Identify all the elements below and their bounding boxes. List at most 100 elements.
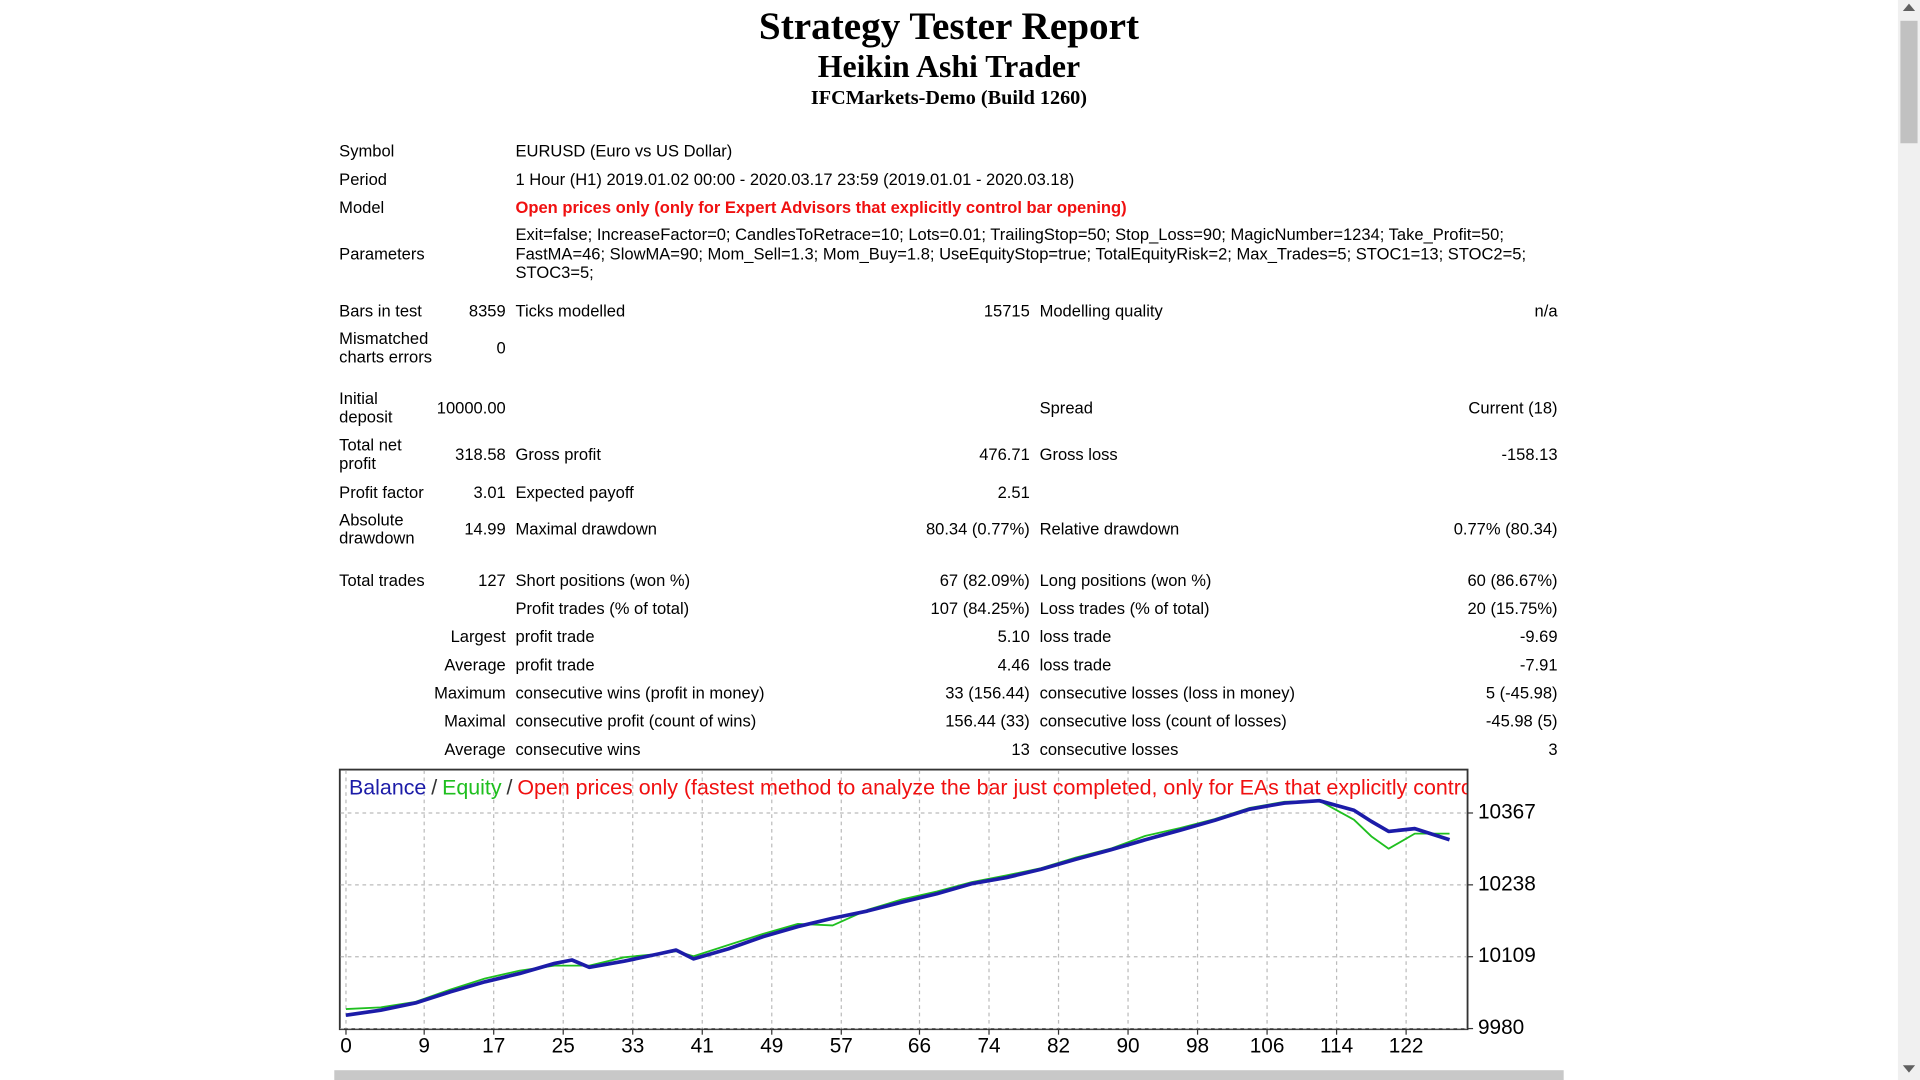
stat-value: Maximal bbox=[444, 712, 506, 731]
stat-label: Modelling quality bbox=[1039, 301, 1163, 321]
stat-label: Total trades bbox=[339, 571, 425, 590]
y-tick-label: 9980 bbox=[1478, 1016, 1524, 1039]
x-tick-label: 57 bbox=[830, 1034, 853, 1057]
stat-label: profit trade bbox=[515, 655, 595, 675]
info-value: EURUSD (Euro vs US Dollar) bbox=[515, 141, 733, 160]
x-tick-label: 98 bbox=[1186, 1034, 1209, 1057]
stat-value: 20 (15.75%) bbox=[1467, 599, 1558, 618]
info-label: Model bbox=[339, 197, 385, 217]
model-note: Open prices only (fastest method to anal… bbox=[517, 775, 1495, 799]
x-tick-label: 9 bbox=[418, 1034, 430, 1057]
x-tick-label: 66 bbox=[908, 1034, 931, 1057]
stat-label: Total net profit bbox=[339, 435, 402, 473]
info-value: Open prices only (only for Expert Adviso… bbox=[515, 197, 1127, 217]
report-title: Strategy Tester Report bbox=[758, 3, 1140, 48]
stat-label: Bars in test bbox=[339, 301, 422, 321]
stat-value: 107 (84.25%) bbox=[930, 599, 1030, 618]
stat-value: 3 bbox=[1548, 740, 1558, 759]
stat-value: 33 (156.44) bbox=[945, 683, 1030, 703]
stat-label: Initial deposit bbox=[339, 389, 393, 427]
stat-label: consecutive wins bbox=[515, 740, 641, 759]
stat-label: Profit trades (% of total) bbox=[515, 599, 690, 618]
expert-name: Heikin Ashi Trader bbox=[817, 48, 1081, 85]
stat-label: Spread bbox=[1039, 398, 1093, 417]
x-tick-label: 0 bbox=[340, 1034, 352, 1057]
stat-label: Maximal drawdown bbox=[515, 519, 657, 539]
legend-separator: / bbox=[506, 775, 512, 799]
stat-label: consecutive loss (count of losses) bbox=[1039, 712, 1287, 731]
stat-value: 2.51 bbox=[997, 483, 1030, 502]
stat-value: n/a bbox=[1534, 301, 1558, 321]
legend-separator: / bbox=[431, 775, 437, 799]
trades-table-header bbox=[334, 1070, 1564, 1080]
x-tick-label: 114 bbox=[1320, 1034, 1353, 1057]
stat-value: 14.99 bbox=[464, 519, 506, 539]
x-tick-label: 41 bbox=[691, 1034, 714, 1057]
stat-label: loss trade bbox=[1039, 655, 1112, 675]
x-tick-label: 49 bbox=[760, 1034, 783, 1057]
parameter-line: STOC3=5; bbox=[515, 263, 594, 282]
parameter-line: FastMA=46; SlowMA=90; Mom_Sell=1.3; Mom_… bbox=[515, 244, 1527, 263]
stat-value: -9.69 bbox=[1519, 627, 1558, 646]
y-tick-label: 10238 bbox=[1478, 872, 1536, 895]
scrollbar[interactable] bbox=[1897, 0, 1920, 1080]
stat-value: 15715 bbox=[983, 301, 1030, 321]
x-tick-label: 106 bbox=[1250, 1034, 1285, 1057]
scroll-up[interactable] bbox=[1902, 3, 1916, 12]
info-label: Parameters bbox=[339, 244, 425, 263]
stat-label: consecutive profit (count of wins) bbox=[515, 712, 757, 731]
parameter-line: Exit=false; IncreaseFactor=0; CandlesToR… bbox=[515, 225, 1504, 244]
stat-label: consecutive losses bbox=[1039, 740, 1179, 759]
stat-value: 10000.00 bbox=[436, 398, 506, 417]
x-tick-label: 17 bbox=[482, 1034, 505, 1057]
stat-value: 5.10 bbox=[997, 627, 1030, 646]
server-build: IFCMarkets-Demo (Build 1260) bbox=[810, 85, 1088, 109]
stat-value: Maximum bbox=[434, 683, 506, 703]
x-tick-label: 74 bbox=[977, 1034, 1000, 1057]
stat-value: 156.44 (33) bbox=[945, 712, 1030, 731]
stat-label: consecutive wins (profit in money) bbox=[515, 683, 765, 703]
stat-label: Expected payoff bbox=[515, 483, 634, 502]
stat-value: 13 bbox=[1011, 740, 1030, 759]
stat-value: 5 (-45.98) bbox=[1485, 683, 1558, 703]
scroll-down[interactable] bbox=[1902, 1065, 1916, 1073]
stat-label: profit trade bbox=[515, 627, 595, 646]
stat-value: 476.71 bbox=[979, 445, 1030, 464]
stat-label: Loss trades (% of total) bbox=[1039, 599, 1210, 618]
stat-label: Short positions (won %) bbox=[515, 571, 691, 590]
stat-label: Ticks modelled bbox=[515, 301, 626, 321]
legend-entry: Equity bbox=[442, 775, 502, 799]
info-value: 1 Hour (H1) 2019.01.02 00:00 - 2020.03.1… bbox=[515, 169, 1075, 188]
stat-value: Current (18) bbox=[1468, 398, 1558, 417]
stat-value: 0 bbox=[496, 338, 506, 357]
stat-value: 3.01 bbox=[473, 483, 506, 502]
x-tick-label: 25 bbox=[552, 1034, 575, 1057]
stat-value: 4.46 bbox=[997, 655, 1030, 675]
stat-label: Absolute drawdown bbox=[339, 510, 415, 548]
stat-label: Relative drawdown bbox=[1039, 519, 1180, 539]
legend: Balance / Equity / Open prices only (fastest… bbox=[349, 775, 1495, 799]
stat-value: -158.13 bbox=[1501, 445, 1558, 464]
stat-value: 318.58 bbox=[455, 445, 506, 464]
y-tick-label: 10367 bbox=[1478, 800, 1536, 823]
stat-value: 80.34 (0.77%) bbox=[925, 519, 1030, 539]
legend-entry: Balance bbox=[349, 775, 426, 799]
stat-label: Long positions (won %) bbox=[1039, 571, 1212, 590]
info-label: Period bbox=[339, 169, 387, 188]
info-label: Symbol bbox=[339, 141, 395, 160]
stat-label: Gross profit bbox=[515, 445, 601, 464]
x-tick-label: 82 bbox=[1047, 1034, 1070, 1057]
y-tick-label: 10109 bbox=[1478, 944, 1536, 967]
stat-label: Gross loss bbox=[1039, 445, 1118, 464]
stat-label: loss trade bbox=[1039, 627, 1112, 646]
x-tick-label: 122 bbox=[1389, 1034, 1424, 1057]
plot-lines: Balance / Equity / Open prices only (fastest… bbox=[345, 775, 1495, 1018]
balance-line bbox=[345, 798, 1451, 1018]
stat-label: Mismatched charts errors bbox=[339, 329, 432, 367]
scroll-thumb[interactable] bbox=[1900, 20, 1918, 144]
stat-value: 8359 bbox=[468, 301, 506, 321]
x-tick-label: 90 bbox=[1116, 1034, 1139, 1057]
